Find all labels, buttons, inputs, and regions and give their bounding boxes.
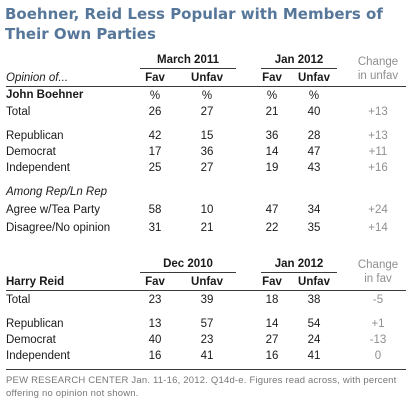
reid-name: Harry Reid xyxy=(6,276,65,288)
change-cell: -13 xyxy=(369,334,387,346)
subgroup-label: Among Rep/Ln Rep xyxy=(6,186,108,198)
change-cell: +13 xyxy=(368,106,388,118)
cell: 15 xyxy=(200,130,214,142)
boehner-period1-heading: March 2011 xyxy=(156,54,219,66)
footer-rule xyxy=(6,369,406,370)
cell: 21 xyxy=(200,222,214,234)
row-label: Disagree/No opinion xyxy=(6,222,111,234)
reid-fav-2-heading: Fav xyxy=(262,276,282,288)
cell: 36 xyxy=(265,130,279,142)
boehner-unfav-1-heading: Unfav xyxy=(191,72,223,84)
page-title: Boehner, Reid Less Popular with Members … xyxy=(5,5,383,43)
cell: 17 xyxy=(148,146,162,158)
cell: 21 xyxy=(265,106,279,118)
cell: 54 xyxy=(307,318,321,330)
reid-period2-heading: Jan 2012 xyxy=(274,258,324,270)
cell: 38 xyxy=(307,294,321,306)
boehner-fav-2-heading: Fav xyxy=(262,72,282,84)
reid-unfav-2-heading: Unfav xyxy=(298,276,330,288)
cell: 19 xyxy=(265,162,279,174)
cell: 57 xyxy=(200,318,214,330)
cell: 58 xyxy=(148,204,162,216)
cell: 31 xyxy=(148,222,162,234)
change-cell: +24 xyxy=(368,204,388,216)
pct-symbol: % xyxy=(201,90,213,102)
reid-change-heading-line1: Change xyxy=(357,259,399,271)
reid-period1-heading: Dec 2010 xyxy=(163,258,213,270)
boehner-unfav-2-heading: Unfav xyxy=(298,72,330,84)
pct-symbol: % xyxy=(308,90,320,102)
cell: 28 xyxy=(307,130,321,142)
cell: 27 xyxy=(200,106,214,118)
boehner-header-rule xyxy=(6,86,406,87)
cell: 40 xyxy=(307,106,321,118)
row-label: Republican xyxy=(6,318,64,330)
cell: 13 xyxy=(148,318,162,330)
change-cell: +14 xyxy=(368,222,388,234)
cell: 14 xyxy=(265,146,279,158)
cell: 42 xyxy=(148,130,162,142)
cell: 47 xyxy=(307,146,321,158)
change-cell: +16 xyxy=(368,162,388,174)
boehner-period2-heading: Jan 2012 xyxy=(274,54,324,66)
cell: 18 xyxy=(265,294,279,306)
row-label: Democrat xyxy=(6,146,56,158)
cell: 16 xyxy=(265,350,279,362)
change-cell: -5 xyxy=(372,294,384,306)
cell: 24 xyxy=(307,334,321,346)
change-cell: +13 xyxy=(368,130,388,142)
change-cell: 0 xyxy=(374,350,382,362)
cell: 34 xyxy=(307,204,321,216)
boehner-fav-1-heading: Fav xyxy=(145,72,165,84)
cell: 27 xyxy=(265,334,279,346)
row-label: Agree w/Tea Party xyxy=(6,204,100,216)
cell: 39 xyxy=(200,294,214,306)
source-footnote: PEW RESEARCH CENTER Jan. 11-16, 2012. Q1… xyxy=(6,375,397,399)
cell: 35 xyxy=(307,222,321,234)
cell: 41 xyxy=(307,350,321,362)
row-label: Democrat xyxy=(6,334,56,346)
pct-symbol: % xyxy=(149,90,161,102)
boehner-change-heading-line2: in unfav xyxy=(357,70,399,82)
row-label: Republican xyxy=(6,130,64,142)
period1-rule xyxy=(140,68,236,69)
reid-period2-rule xyxy=(261,272,337,273)
cell: 22 xyxy=(265,222,279,234)
cell: 25 xyxy=(148,162,162,174)
cell: 27 xyxy=(200,162,214,174)
cell: 36 xyxy=(200,146,214,158)
cell: 23 xyxy=(200,334,214,346)
row-label: Independent xyxy=(6,350,70,362)
boehner-name: John Boehner xyxy=(6,89,84,101)
opinion-of-label: Opinion of... xyxy=(6,72,69,84)
cell: 14 xyxy=(265,318,279,330)
cell: 43 xyxy=(307,162,321,174)
cell: 23 xyxy=(148,294,162,306)
row-label: Independent xyxy=(6,162,70,174)
cell: 47 xyxy=(265,204,279,216)
reid-header-rule xyxy=(6,290,406,291)
reid-change-heading-line2: in fav xyxy=(364,273,392,285)
cell: 40 xyxy=(148,334,162,346)
cell: 41 xyxy=(200,350,214,362)
reid-fav-1-heading: Fav xyxy=(145,276,165,288)
change-cell: +1 xyxy=(371,318,385,330)
period2-rule xyxy=(261,68,337,69)
reid-unfav-1-heading: Unfav xyxy=(191,276,223,288)
change-cell: +11 xyxy=(368,146,388,158)
boehner-change-heading-line1: Change xyxy=(357,56,399,68)
row-label: Total xyxy=(6,294,31,306)
cell: 26 xyxy=(148,106,162,118)
row-label: Total xyxy=(6,106,31,118)
cell: 10 xyxy=(200,204,214,216)
cell: 16 xyxy=(148,350,162,362)
reid-period1-rule xyxy=(140,272,236,273)
pct-symbol: % xyxy=(266,90,278,102)
